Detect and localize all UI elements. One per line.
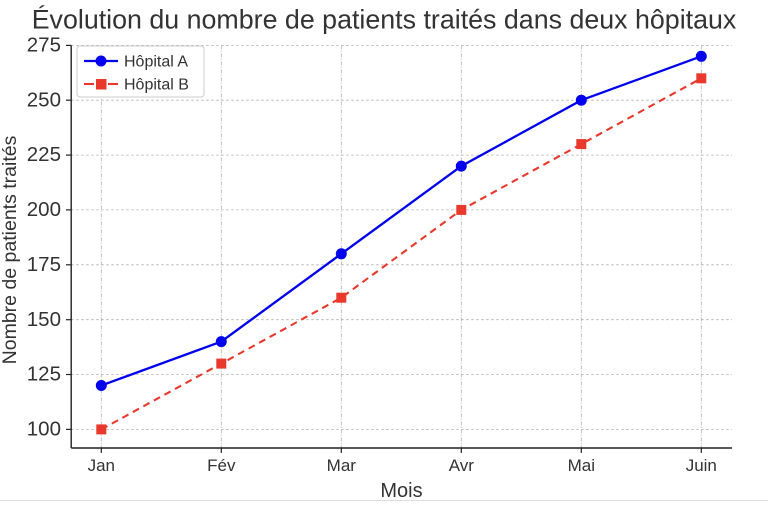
- svg-text:Mar: Mar: [327, 456, 357, 475]
- svg-text:175: 175: [27, 253, 61, 276]
- svg-text:100: 100: [27, 418, 61, 441]
- svg-text:125: 125: [27, 363, 61, 386]
- svg-text:Jan: Jan: [88, 456, 115, 475]
- svg-text:275: 275: [27, 34, 61, 57]
- svg-text:Avr: Avr: [449, 456, 475, 475]
- svg-text:Hôpital B: Hôpital B: [124, 77, 189, 94]
- svg-text:Évolution du nombre de patient: Évolution du nombre de patients traités …: [32, 5, 737, 35]
- svg-text:Juin: Juin: [686, 456, 717, 475]
- svg-text:200: 200: [27, 198, 61, 221]
- svg-text:Fév: Fév: [207, 456, 236, 475]
- svg-text:150: 150: [27, 308, 61, 331]
- svg-text:250: 250: [27, 88, 61, 111]
- svg-text:Mois: Mois: [380, 480, 422, 502]
- svg-text:225: 225: [27, 143, 61, 166]
- svg-text:Hôpital A: Hôpital A: [124, 54, 188, 71]
- svg-text:Nombre de patients traités: Nombre de patients traités: [0, 135, 21, 364]
- svg-text:Mai: Mai: [568, 456, 595, 475]
